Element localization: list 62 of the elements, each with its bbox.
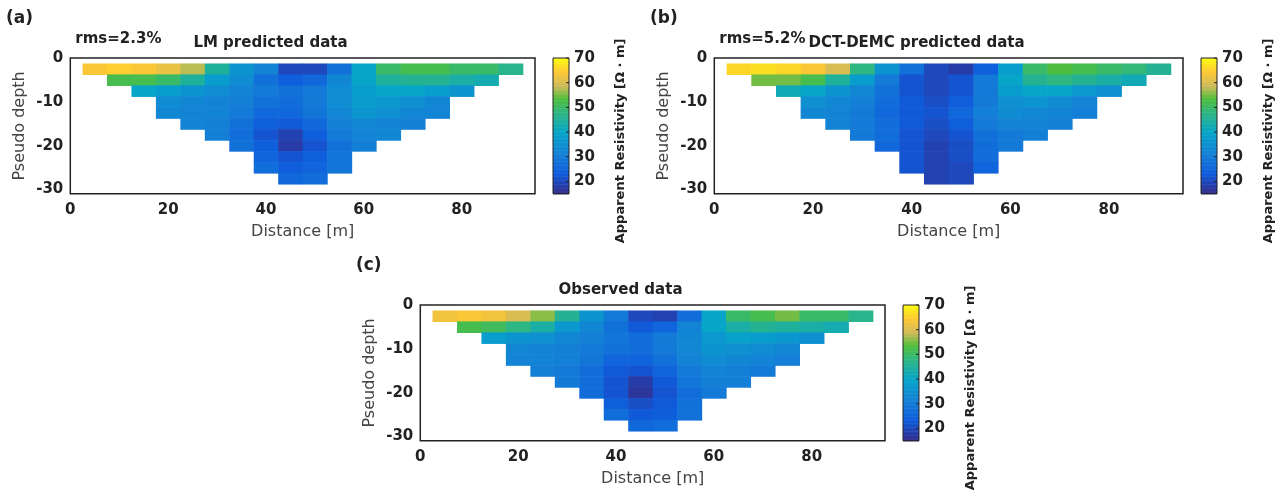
x-tick-label: 0 [709, 199, 720, 218]
y-tick-label: -30 [386, 426, 414, 445]
color-bar-label: 60 [574, 72, 595, 91]
x-tick-label: 80 [1098, 199, 1120, 218]
color-bar-label: 30 [924, 393, 945, 412]
x-axis-title: Distance [m] [601, 467, 705, 487]
chart-title: LM predicted data [193, 32, 348, 51]
color-bar-label: 30 [574, 146, 595, 165]
y-tick-label: -30 [680, 179, 708, 198]
color-bar-label: 40 [1222, 121, 1243, 140]
color-bar-label: 20 [574, 171, 595, 190]
x-tick-label: 20 [157, 199, 179, 218]
y-tick-label: 0 [696, 47, 708, 66]
y-axis-title: Pseudo depth [652, 71, 672, 181]
color-bar-title: Apparent Resistivity [Ω · m] [962, 285, 978, 491]
x-tick-label: 80 [451, 199, 473, 218]
y-tick-label: -10 [680, 91, 708, 110]
x-tick-label: 0 [65, 199, 76, 218]
y-tick-label: 0 [402, 294, 414, 313]
color-bar-label: 20 [1222, 171, 1243, 190]
color-bar-label: 50 [924, 344, 945, 363]
text: rms=5.2% [719, 29, 806, 48]
text: (c) [356, 253, 382, 274]
y-tick-label: 0 [52, 47, 64, 66]
y-tick-label: -10 [36, 91, 64, 110]
y-tick-label: -20 [386, 382, 414, 401]
color-bar-label: 30 [1222, 146, 1243, 165]
x-tick-label: 60 [353, 199, 375, 218]
x-tick-label: 60 [999, 199, 1021, 218]
color-bar-label: 70 [1222, 47, 1243, 66]
x-tick-label: 80 [801, 446, 823, 465]
text: (b) [650, 6, 678, 27]
x-axis-title: Distance [m] [897, 220, 1001, 240]
x-tick-label: 20 [802, 199, 824, 218]
x-tick-label: 40 [605, 446, 627, 465]
color-bar-title: Apparent Resistivity [Ω · m] [612, 38, 628, 244]
chart-title: DCT-DEMC predicted data [808, 32, 1025, 51]
y-axis-title: Pseudo depth [8, 71, 28, 181]
color-bar-label: 40 [924, 368, 945, 387]
color-bar-label: 20 [924, 418, 945, 437]
color-bar-label: 70 [924, 294, 945, 313]
x-tick-label: 40 [901, 199, 923, 218]
y-tick-label: -10 [386, 338, 414, 357]
x-tick-label: 0 [415, 446, 426, 465]
x-tick-label: 20 [507, 446, 529, 465]
color-bar-label: 50 [1222, 97, 1243, 116]
x-tick-label: 40 [255, 199, 277, 218]
color-bar-label: 70 [574, 47, 595, 66]
x-axis-title: Distance [m] [251, 220, 355, 240]
color-bar-label: 60 [924, 319, 945, 338]
x-tick-label: 60 [703, 446, 725, 465]
text: (a) [6, 6, 34, 27]
chart-title: Observed data [558, 279, 683, 298]
color-bar-label: 60 [1222, 72, 1243, 91]
color-bar-title: Apparent Resistivity [Ω · m] [1260, 38, 1276, 244]
color-bar-label: 50 [574, 97, 595, 116]
y-tick-label: -30 [36, 179, 64, 198]
text: rms=2.3% [75, 29, 162, 48]
y-tick-label: -20 [36, 135, 64, 154]
color-bar-label: 40 [574, 121, 595, 140]
y-axis-title: Pseudo depth [358, 318, 378, 428]
y-tick-label: -20 [680, 135, 708, 154]
